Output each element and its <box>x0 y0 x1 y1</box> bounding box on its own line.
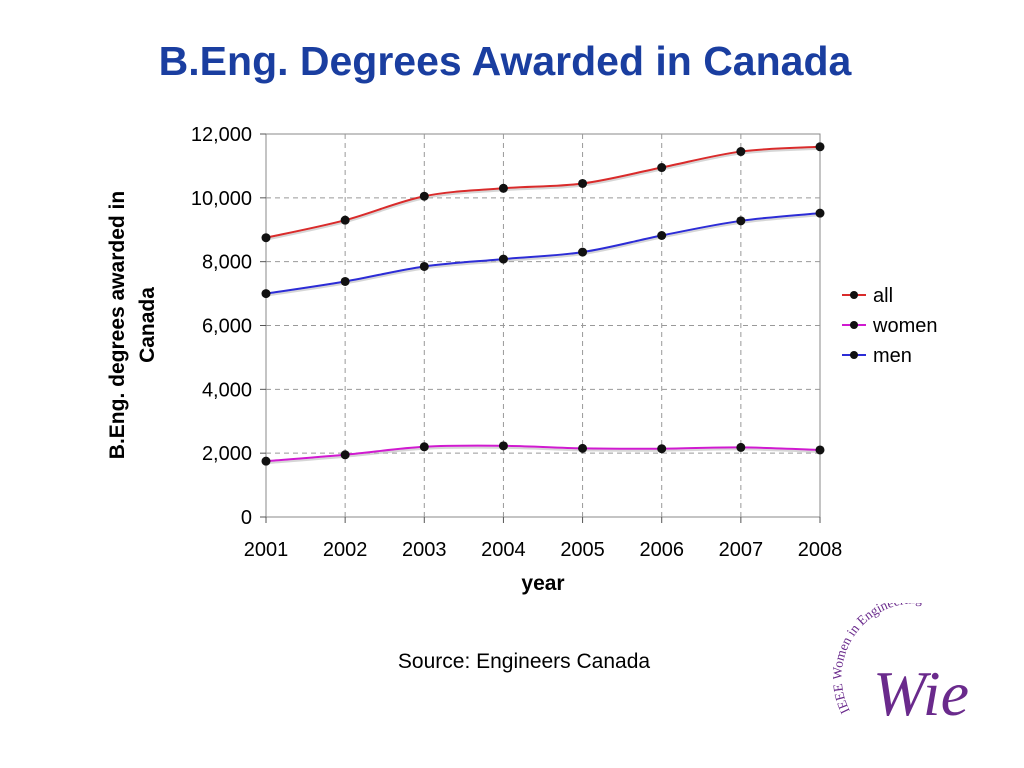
legend-label: women <box>872 315 937 337</box>
series-shadow-men <box>265 214 821 297</box>
series-women <box>261 441 825 466</box>
data-point-women <box>261 456 271 466</box>
data-point-all <box>815 142 825 152</box>
source-note: Source: Engineers Canada <box>397 650 651 673</box>
series-men <box>261 208 825 299</box>
data-point-men <box>815 208 825 218</box>
x-tick-label: 2002 <box>323 539 368 561</box>
y-tick-label: 4,000 <box>202 379 252 401</box>
series-line-men <box>265 212 821 295</box>
data-point-all <box>657 163 667 173</box>
data-point-women <box>578 443 588 453</box>
data-point-women <box>657 444 667 454</box>
data-point-men <box>736 216 746 226</box>
data-point-men <box>578 247 588 257</box>
x-axis-label: year <box>521 572 564 595</box>
grid <box>266 134 820 517</box>
legend-item-all: all <box>842 285 893 307</box>
data-point-all <box>498 183 508 193</box>
logo-monogram: Wie <box>873 658 969 728</box>
x-axis-ticks: 2001 2002 2003 2004 2005 2006 2007 2008 <box>244 517 843 561</box>
legend-item-women: women <box>842 315 937 337</box>
data-point-men <box>657 230 667 240</box>
x-tick-label: 2007 <box>719 539 764 561</box>
series-line-women <box>265 444 821 463</box>
data-point-all <box>261 233 271 243</box>
data-point-men <box>261 289 271 299</box>
legend-swatch-marker <box>850 291 858 299</box>
data-point-men <box>498 254 508 264</box>
y-axis-label: B.Eng. degrees awarded in Canada <box>106 191 159 459</box>
slide-title: B.Eng. Degrees Awarded in Canada <box>158 38 852 84</box>
y-tick-label: 10,000 <box>191 188 252 210</box>
data-point-women <box>498 441 508 451</box>
x-tick-label: 2005 <box>560 539 605 561</box>
legend-item-men: men <box>842 345 912 367</box>
x-tick-label: 2001 <box>244 539 289 561</box>
legend-swatch-marker <box>850 351 858 359</box>
series-shadow-women <box>265 446 821 465</box>
x-tick-label: 2008 <box>798 539 843 561</box>
x-tick-label: 2004 <box>481 539 526 561</box>
legend-label: men <box>873 345 912 367</box>
y-tick-label: 12,000 <box>191 124 252 146</box>
y-axis-label-line1: B.Eng. degrees awarded in <box>106 191 129 459</box>
series-lines <box>261 142 825 466</box>
data-point-all <box>736 147 746 157</box>
y-tick-label: 2,000 <box>202 443 252 465</box>
data-point-women <box>419 442 429 452</box>
data-point-men <box>419 261 429 271</box>
y-axis-ticks: 0 2,000 4,000 6,000 8,000 10,000 12,000 <box>191 124 266 529</box>
data-point-women <box>815 445 825 455</box>
ieee-wie-logo: IEEE Women in Engineering Wie <box>833 603 969 728</box>
x-tick-label: 2006 <box>639 539 684 561</box>
x-tick-label: 2003 <box>402 539 447 561</box>
y-tick-label: 0 <box>241 507 252 529</box>
y-tick-label: 8,000 <box>202 252 252 274</box>
y-tick-label: 6,000 <box>202 316 252 338</box>
series-all <box>261 142 825 243</box>
legend: all women men <box>842 285 937 367</box>
data-point-all <box>419 191 429 201</box>
data-point-women <box>736 442 746 452</box>
data-point-all <box>340 215 350 225</box>
data-point-men <box>340 276 350 286</box>
y-axis-label-line2: Canada <box>136 287 159 363</box>
legend-label: all <box>873 285 893 307</box>
legend-swatch-marker <box>850 321 858 329</box>
data-point-all <box>578 178 588 188</box>
data-point-women <box>340 450 350 460</box>
